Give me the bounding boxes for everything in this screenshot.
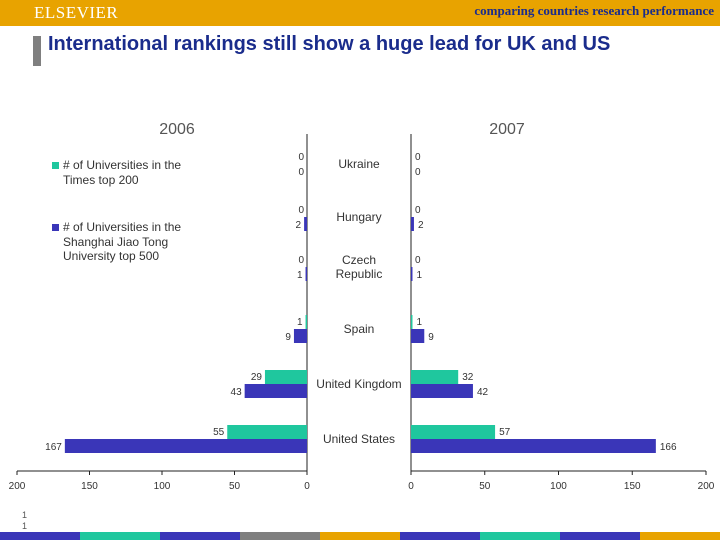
bar-2007-shanghai bbox=[411, 267, 413, 281]
bar-2007-shanghai bbox=[411, 329, 425, 343]
category-label: United States bbox=[323, 432, 395, 446]
bottom-color-bar bbox=[0, 532, 720, 540]
data-label-2007-shanghai: 2 bbox=[418, 220, 424, 231]
data-label-2007-times: 57 bbox=[499, 427, 511, 438]
right-tick-label: 50 bbox=[479, 481, 491, 492]
data-label-2007-times: 1 bbox=[416, 317, 422, 328]
bottom-bar-segment bbox=[320, 532, 400, 540]
bar-2006-shanghai bbox=[304, 217, 307, 231]
elsevier-logo: ELSEVIER bbox=[34, 3, 119, 22]
bar-2006-times bbox=[264, 370, 307, 384]
data-label-2006-shanghai: 0 bbox=[298, 167, 304, 178]
left-tick-label: 200 bbox=[9, 481, 26, 492]
right-tick-label: 200 bbox=[698, 481, 715, 492]
data-label-2007-shanghai: 9 bbox=[428, 332, 434, 343]
data-label-2006-times: 0 bbox=[298, 205, 304, 216]
category-label: Republic bbox=[336, 267, 383, 281]
title-accent-bar bbox=[33, 36, 41, 66]
bottom-bar-segment bbox=[640, 532, 720, 540]
slide-number-line1: 1 bbox=[22, 510, 28, 520]
category-label: United Kingdom bbox=[316, 377, 401, 391]
bar-2006-shanghai bbox=[293, 329, 307, 343]
bottom-bar-segment bbox=[560, 532, 640, 540]
data-label-2007-shanghai: 0 bbox=[415, 167, 421, 178]
bar-2006-times bbox=[227, 425, 307, 439]
bottom-bar-segment bbox=[480, 532, 560, 540]
data-label-2006-times: 55 bbox=[213, 427, 225, 438]
bar-2006-times bbox=[305, 315, 307, 329]
bottom-bar-segment bbox=[160, 532, 240, 540]
data-label-2007-times: 0 bbox=[415, 205, 421, 216]
slide-number: 1 1 bbox=[22, 510, 27, 532]
header-tagline: comparing countries research performance bbox=[474, 3, 714, 18]
panel-title-2007: 2007 bbox=[489, 121, 525, 138]
header-bar: ELSEVIER comparing countries research pe… bbox=[0, 0, 720, 26]
bottom-bar-segment bbox=[0, 532, 80, 540]
data-label-2006-times: 0 bbox=[298, 152, 304, 163]
right-tick-label: 150 bbox=[624, 481, 641, 492]
data-label-2007-shanghai: 1 bbox=[416, 270, 422, 281]
data-label-2006-shanghai: 9 bbox=[285, 332, 291, 343]
legend-swatch-times bbox=[52, 162, 59, 169]
category-label: Ukraine bbox=[338, 157, 380, 171]
left-tick-label: 0 bbox=[304, 481, 310, 492]
data-label-2006-shanghai: 2 bbox=[296, 220, 302, 231]
category-label: Czech bbox=[342, 253, 376, 267]
data-label-2006-times: 29 bbox=[251, 372, 263, 383]
slide-title: International rankings still show a huge… bbox=[48, 33, 611, 55]
data-label-2006-shanghai: 1 bbox=[297, 270, 303, 281]
bar-2007-shanghai bbox=[411, 384, 473, 398]
bottom-bar-segment bbox=[400, 532, 480, 540]
left-tick-label: 50 bbox=[229, 481, 241, 492]
data-label-2006-times: 0 bbox=[298, 255, 304, 266]
data-label-2007-times: 32 bbox=[462, 372, 474, 383]
legend-label-times: # of Universities in the Times top 200 bbox=[63, 158, 182, 187]
data-label-2007-times: 0 bbox=[415, 152, 421, 163]
panel-title-2006: 2006 bbox=[159, 121, 195, 138]
bottom-bar-segment bbox=[80, 532, 160, 540]
bar-2006-shanghai bbox=[305, 267, 307, 281]
bottom-bar-segment bbox=[240, 532, 320, 540]
bar-2007-shanghai bbox=[411, 439, 656, 453]
right-tick-label: 0 bbox=[408, 481, 414, 492]
left-tick-label: 100 bbox=[154, 481, 171, 492]
bar-2007-times bbox=[411, 425, 496, 439]
category-label: Spain bbox=[344, 322, 375, 336]
data-label-2007-times: 0 bbox=[415, 255, 421, 266]
category-label: Hungary bbox=[336, 210, 381, 224]
legend-swatch-shanghai bbox=[52, 224, 59, 231]
legend-label-shanghai: # of Universities in the Shanghai Jiao T… bbox=[63, 220, 182, 263]
legend-item-times: # of Universities in the Times top 200 bbox=[52, 158, 203, 187]
slide-number-line2: 1 bbox=[22, 521, 28, 531]
bar-2007-times bbox=[411, 370, 459, 384]
bar-2007-shanghai bbox=[411, 217, 414, 231]
legend-item-shanghai: # of Universities in the Shanghai Jiao T… bbox=[52, 220, 203, 264]
right-tick-label: 100 bbox=[550, 481, 567, 492]
bar-2007-times bbox=[411, 315, 413, 329]
bar-2006-shanghai bbox=[244, 384, 307, 398]
left-tick-label: 150 bbox=[81, 481, 98, 492]
data-label-2006-times: 1 bbox=[297, 317, 303, 328]
data-label-2007-shanghai: 42 bbox=[477, 387, 489, 398]
bar-2006-shanghai bbox=[64, 439, 307, 453]
data-label-2006-shanghai: 43 bbox=[231, 387, 243, 398]
data-label-2007-shanghai: 166 bbox=[660, 442, 677, 453]
data-label-2006-shanghai: 167 bbox=[45, 442, 62, 453]
